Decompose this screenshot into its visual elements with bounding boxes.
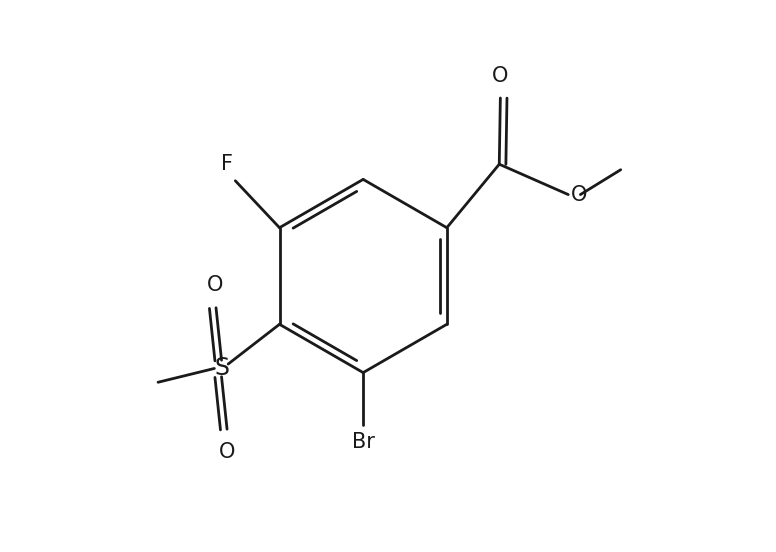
Text: F: F [220, 154, 233, 174]
Text: O: O [570, 184, 587, 205]
Text: Br: Br [352, 432, 375, 452]
Text: S: S [214, 357, 229, 380]
Text: O: O [492, 66, 508, 86]
Text: O: O [206, 275, 223, 295]
Text: O: O [219, 442, 235, 462]
